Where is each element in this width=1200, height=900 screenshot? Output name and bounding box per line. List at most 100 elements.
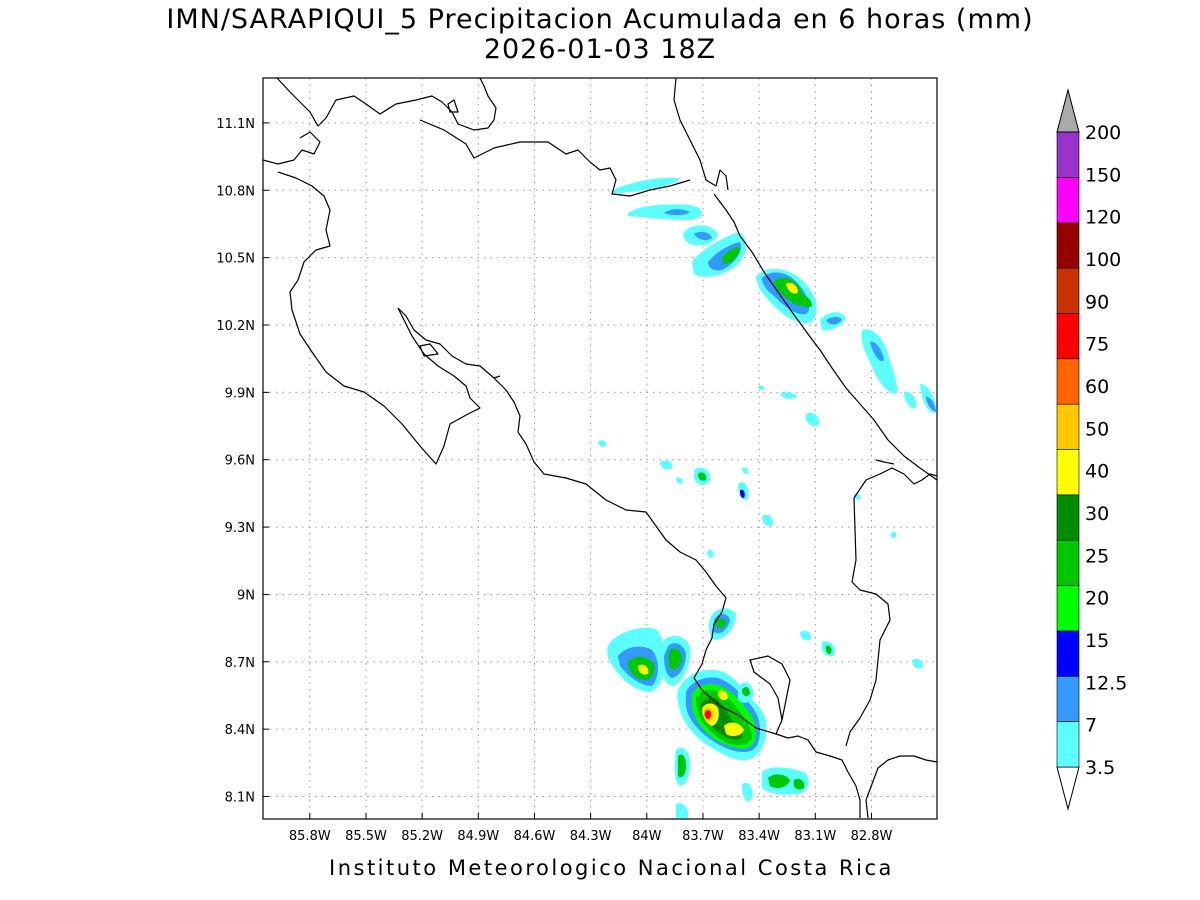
map-title: IMN/SARAPIQUI_5 Precipitacion Acumulada … xyxy=(166,4,1034,35)
precip-area xyxy=(664,209,690,216)
colorbar-segment xyxy=(1056,630,1080,677)
colorbar-label: 40 xyxy=(1085,461,1109,483)
precip-area xyxy=(800,295,812,308)
lat-tick-label: 8.1N xyxy=(225,791,255,806)
colorbar-label: 200 xyxy=(1085,122,1121,144)
lon-tick-label: 83.4W xyxy=(738,829,780,844)
precip-area xyxy=(638,664,649,675)
precip-area xyxy=(678,754,686,778)
colorbar-segment xyxy=(1056,403,1080,450)
precip-area xyxy=(694,231,712,241)
axis-labels: 85.8W 85.5W 85.2W 84.9W 84.6W 84.3W 84W 83.7W 83… xyxy=(216,117,892,844)
colorbar-label: 20 xyxy=(1085,588,1109,610)
lon-tick-label: 83.1W xyxy=(794,829,836,844)
precip-area xyxy=(676,477,683,484)
lat-tick-label: 8.4N xyxy=(225,723,255,738)
precip-area xyxy=(826,645,832,654)
colorbar-upper-arrow xyxy=(1056,88,1080,133)
precip-area xyxy=(768,774,790,788)
precip-area xyxy=(612,177,680,194)
colorbar-segment xyxy=(1056,131,1080,178)
precip-area xyxy=(780,392,797,399)
colorbar-label: 30 xyxy=(1085,503,1109,525)
precip-area xyxy=(786,282,798,294)
colorbar-label: 75 xyxy=(1085,334,1109,356)
colorbar-label: 100 xyxy=(1085,249,1121,271)
precip-area xyxy=(800,630,812,641)
lon-tick-label: 85.5W xyxy=(345,829,387,844)
colorbar-label: 7 xyxy=(1085,715,1097,737)
precip-area xyxy=(758,385,765,390)
colorbar-segment xyxy=(1056,267,1080,314)
lat-tick-label: 10.8N xyxy=(216,184,255,199)
precip-area xyxy=(718,690,728,700)
precipitation-field xyxy=(598,177,936,818)
precip-area xyxy=(668,648,682,670)
lon-tick-label: 85.2W xyxy=(401,829,443,844)
precip-area xyxy=(793,778,805,790)
precip-area xyxy=(926,396,936,412)
lat-tick-label: 10.5N xyxy=(216,252,255,267)
colorbar-label: 50 xyxy=(1085,418,1109,440)
colorbar-segment xyxy=(1056,494,1080,541)
lat-tick-label: 9.9N xyxy=(225,386,255,401)
colorbar-lower-arrow xyxy=(1056,766,1080,811)
lon-tick-label: 84.6W xyxy=(514,829,556,844)
lon-tick-label: 84.3W xyxy=(570,829,612,844)
colorbar-label: 60 xyxy=(1085,376,1109,398)
colorbar-label: 3.5 xyxy=(1085,757,1115,779)
lat-tick-label: 9.6N xyxy=(225,454,255,469)
precip-area xyxy=(704,710,711,720)
precip-area xyxy=(598,440,607,447)
colorbar-label: 150 xyxy=(1085,164,1121,186)
precip-area xyxy=(722,247,740,264)
precip-area xyxy=(660,460,673,470)
colorbar-segment xyxy=(1056,313,1080,360)
lon-tick-label: 84.9W xyxy=(457,829,499,844)
precip-area xyxy=(716,618,726,629)
precip-area xyxy=(742,782,753,802)
footer-credit: Instituto Meteorologico Nacional Costa R… xyxy=(329,856,894,880)
colorbar: 3.5 7 12.5 15 20 25 30 40 50 60 75 90 100 120 150 200 xyxy=(1056,88,1127,811)
precip-area xyxy=(774,277,805,306)
colorbar-label: 120 xyxy=(1085,207,1121,229)
precip-area xyxy=(698,472,707,481)
colorbar-label: 25 xyxy=(1085,545,1109,567)
map-background xyxy=(263,78,937,819)
precip-area xyxy=(826,317,842,325)
colorbar-segment xyxy=(1056,177,1080,224)
precip-area xyxy=(742,467,749,474)
colorbar-segment xyxy=(1056,539,1080,586)
precip-area xyxy=(742,687,750,697)
lat-tick-label: 8.7N xyxy=(225,656,255,671)
colorbar-segment xyxy=(1056,222,1080,269)
precip-area xyxy=(861,329,898,394)
colorbar-segment xyxy=(1056,449,1080,496)
lon-tick-label: 83.7W xyxy=(682,829,724,844)
colorbar-segment xyxy=(1056,675,1080,722)
precip-area xyxy=(912,658,924,669)
colorbar-segment xyxy=(1056,721,1080,768)
lon-tick-label: 85.8W xyxy=(289,829,331,844)
precip-area xyxy=(740,489,745,498)
precip-area xyxy=(890,531,897,538)
colorbar-segment xyxy=(1056,358,1080,405)
colorbar-label: 12.5 xyxy=(1085,672,1127,694)
precip-area xyxy=(762,514,774,527)
map-frame xyxy=(262,77,938,820)
lat-tick-label: 11.1N xyxy=(216,117,255,132)
lat-tick-label: 10.2N xyxy=(216,319,255,334)
precip-area xyxy=(707,549,714,558)
precip-area xyxy=(805,412,820,427)
colorbar-label: 90 xyxy=(1085,291,1109,313)
precip-area xyxy=(676,802,689,818)
lon-tick-label: 84W xyxy=(632,829,662,844)
coastlines xyxy=(262,77,938,819)
colorbar-label: 15 xyxy=(1085,630,1109,652)
map-datetime: 2026-01-03 18Z xyxy=(483,34,717,65)
precip-area xyxy=(724,722,744,737)
lat-tick-label: 9.3N xyxy=(225,521,255,536)
colorbar-segment xyxy=(1056,585,1080,632)
lon-tick-label: 82.8W xyxy=(851,829,893,844)
